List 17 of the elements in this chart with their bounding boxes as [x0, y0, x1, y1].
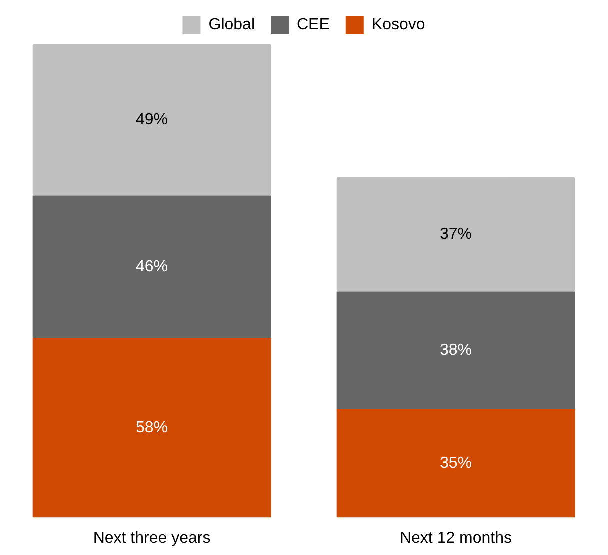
- x-tick-label: Next 12 months: [400, 530, 512, 547]
- bar: [336, 177, 576, 292]
- data-label: 35%: [440, 455, 472, 472]
- data-label: 37%: [440, 226, 472, 243]
- legend-label: Global: [208, 16, 255, 34]
- bar: [32, 44, 272, 196]
- bar: [336, 292, 576, 410]
- data-label: 58%: [136, 419, 168, 436]
- bar: [32, 338, 272, 518]
- data-label: 46%: [136, 258, 168, 276]
- bar: [32, 196, 272, 338]
- data-label: 49%: [136, 111, 168, 128]
- legend-label: Kosovo: [372, 16, 426, 34]
- bar: [336, 409, 576, 518]
- x-tick-label: Next three years: [93, 530, 211, 547]
- legend-label: CEE: [296, 16, 330, 34]
- data-label: 38%: [440, 342, 472, 359]
